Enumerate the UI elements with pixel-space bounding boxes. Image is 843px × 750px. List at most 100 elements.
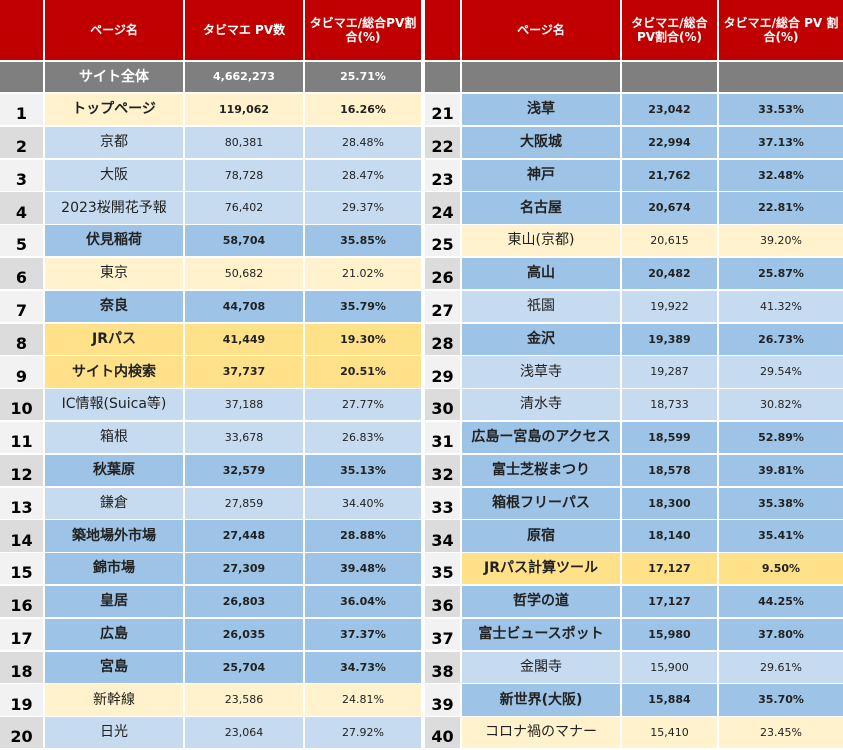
pv-ratio: 29.61%: [719, 651, 843, 683]
pv-count: 26,803: [185, 586, 303, 618]
pv-ratio: 27.77%: [305, 389, 421, 421]
rank: 14: [0, 520, 43, 552]
pv-count: 20,482: [622, 258, 717, 290]
pv-ratio: 29.54%: [719, 356, 843, 388]
pv-count: 37,737: [185, 356, 303, 388]
pv-ratio: 35.38%: [719, 487, 843, 519]
rank: 21: [425, 94, 460, 126]
header-blank: [0, 0, 43, 60]
page-name: 奈良: [45, 290, 183, 323]
rank: 5: [0, 225, 43, 257]
pv-ratio: 41.32%: [719, 290, 843, 323]
rank: 18: [0, 651, 43, 683]
page-name: 秋葉原: [45, 454, 183, 487]
pv-ratio: 35.85%: [305, 225, 421, 257]
page-name: 原宿: [462, 520, 620, 552]
pv-count: 33,678: [185, 422, 303, 454]
pv-count: 18,300: [622, 487, 717, 519]
pv-count: 80,381: [185, 126, 303, 159]
rank: 20: [0, 717, 43, 749]
rank: 35: [425, 553, 460, 585]
page-name: 金閣寺: [462, 651, 620, 683]
page-name: 浅草寺: [462, 356, 620, 388]
pv-count: 58,704: [185, 225, 303, 257]
pv-count: 76,402: [185, 192, 303, 224]
rank: 4: [0, 192, 43, 224]
pv-count: 32,579: [185, 454, 303, 487]
pv-ratio: 39.81%: [719, 454, 843, 487]
total-blank: [425, 62, 460, 92]
column-header: ページ名: [45, 0, 183, 60]
pv-ratio: 26.83%: [305, 422, 421, 454]
rank: 37: [425, 618, 460, 651]
page-name: 箱根フリーパス: [462, 487, 620, 519]
rank: 39: [425, 684, 460, 716]
page-name: 日光: [45, 717, 183, 749]
total-cell: 25.71%: [305, 62, 421, 92]
page-name: 2023桜開花予報: [45, 192, 183, 224]
pv-ratio: 44.25%: [719, 586, 843, 618]
pv-ratio: 28.88%: [305, 520, 421, 552]
header-blank: [425, 0, 460, 60]
rank: 27: [425, 290, 460, 323]
pv-ratio: 24.81%: [305, 684, 421, 716]
page-name: JRパス: [45, 323, 183, 355]
pv-count: 22,994: [622, 126, 717, 159]
pv-ratio: 29.37%: [305, 192, 421, 224]
page-name: 東京: [45, 258, 183, 290]
pv-count: 23,064: [185, 717, 303, 749]
total-blank: [0, 62, 43, 92]
rank: 38: [425, 651, 460, 683]
page-name: 箱根: [45, 422, 183, 454]
rank: 36: [425, 586, 460, 618]
page-name: 大阪: [45, 159, 183, 191]
column-header: タビマエ/総合 PV割合(%): [622, 0, 717, 60]
total-cell: サイト全体: [45, 62, 183, 92]
rank: 1: [0, 94, 43, 126]
rank: 15: [0, 553, 43, 585]
page-name: 名古屋: [462, 192, 620, 224]
page-name: 広島: [45, 618, 183, 651]
rank: 19: [0, 684, 43, 716]
rank: 26: [425, 258, 460, 290]
page-name: 高山: [462, 258, 620, 290]
pv-count: 23,042: [622, 94, 717, 126]
page-name: 富士ビュースポット: [462, 618, 620, 651]
page-name: 富士芝桜まつり: [462, 454, 620, 487]
total-cell: [622, 62, 717, 92]
pv-ratio: 20.51%: [305, 356, 421, 388]
pv-ratio: 37.13%: [719, 126, 843, 159]
page-name: 清水寺: [462, 389, 620, 421]
pv-ratio: 35.70%: [719, 684, 843, 716]
pv-ratio: 28.48%: [305, 126, 421, 159]
rank: 11: [0, 422, 43, 454]
page-name: 新世界(大阪): [462, 684, 620, 716]
page-name: 伏見稲荷: [45, 225, 183, 257]
pv-ratio: 52.89%: [719, 422, 843, 454]
rank: 32: [425, 454, 460, 487]
page-name: IC情報(Suica等): [45, 389, 183, 421]
column-header: タビマエ/総合PV割合(%): [305, 0, 421, 60]
pv-count: 44,708: [185, 290, 303, 323]
pv-ratio: 16.26%: [305, 94, 421, 126]
rank: 8: [0, 323, 43, 355]
pv-count: 27,859: [185, 487, 303, 519]
pv-count: 15,900: [622, 651, 717, 683]
rank: 9: [0, 356, 43, 388]
rank: 22: [425, 126, 460, 159]
pv-ratio: 27.92%: [305, 717, 421, 749]
rank: 7: [0, 290, 43, 323]
pv-count: 17,127: [622, 553, 717, 585]
pv-count: 15,410: [622, 717, 717, 749]
pv-count: 27,309: [185, 553, 303, 585]
pv-ratio: 36.04%: [305, 586, 421, 618]
pv-ratio: 34.40%: [305, 487, 421, 519]
column-header: タビマエ/総合 PV 割合(%): [719, 0, 843, 60]
pv-count: 119,062: [185, 94, 303, 126]
total-cell: [462, 62, 620, 92]
pv-count: 17,127: [622, 586, 717, 618]
pv-count: 20,674: [622, 192, 717, 224]
rank: 40: [425, 717, 460, 749]
column-header: ページ名: [462, 0, 620, 60]
